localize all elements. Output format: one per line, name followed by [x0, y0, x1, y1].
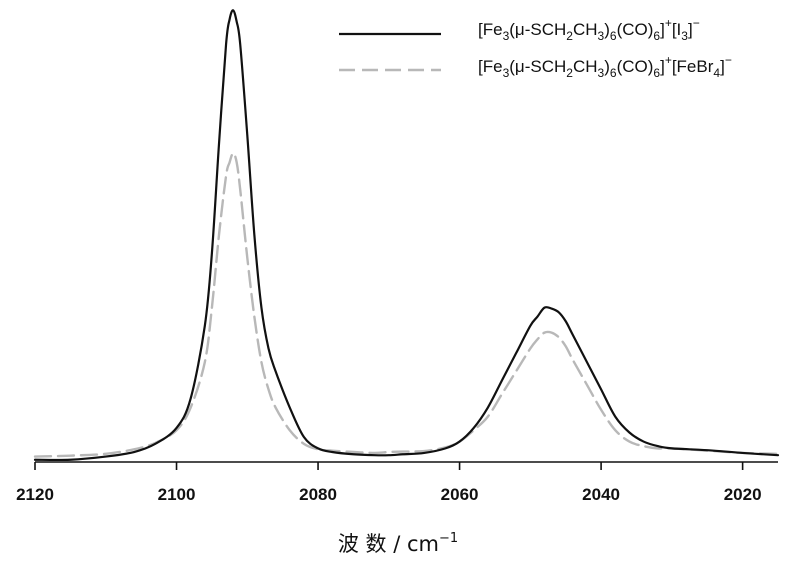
legend-label-2: [Fe3(μ-SCH2CH3)6(CO)6]+[FeBr4]− — [478, 53, 732, 80]
x-tick-label: 2020 — [724, 485, 762, 504]
x-tick-label: 2100 — [158, 485, 196, 504]
x-tick-label: 2060 — [441, 485, 479, 504]
x-tick-label: 2040 — [582, 485, 620, 504]
x-tick-label: 2080 — [299, 485, 337, 504]
x-tick-label: 2120 — [16, 485, 54, 504]
